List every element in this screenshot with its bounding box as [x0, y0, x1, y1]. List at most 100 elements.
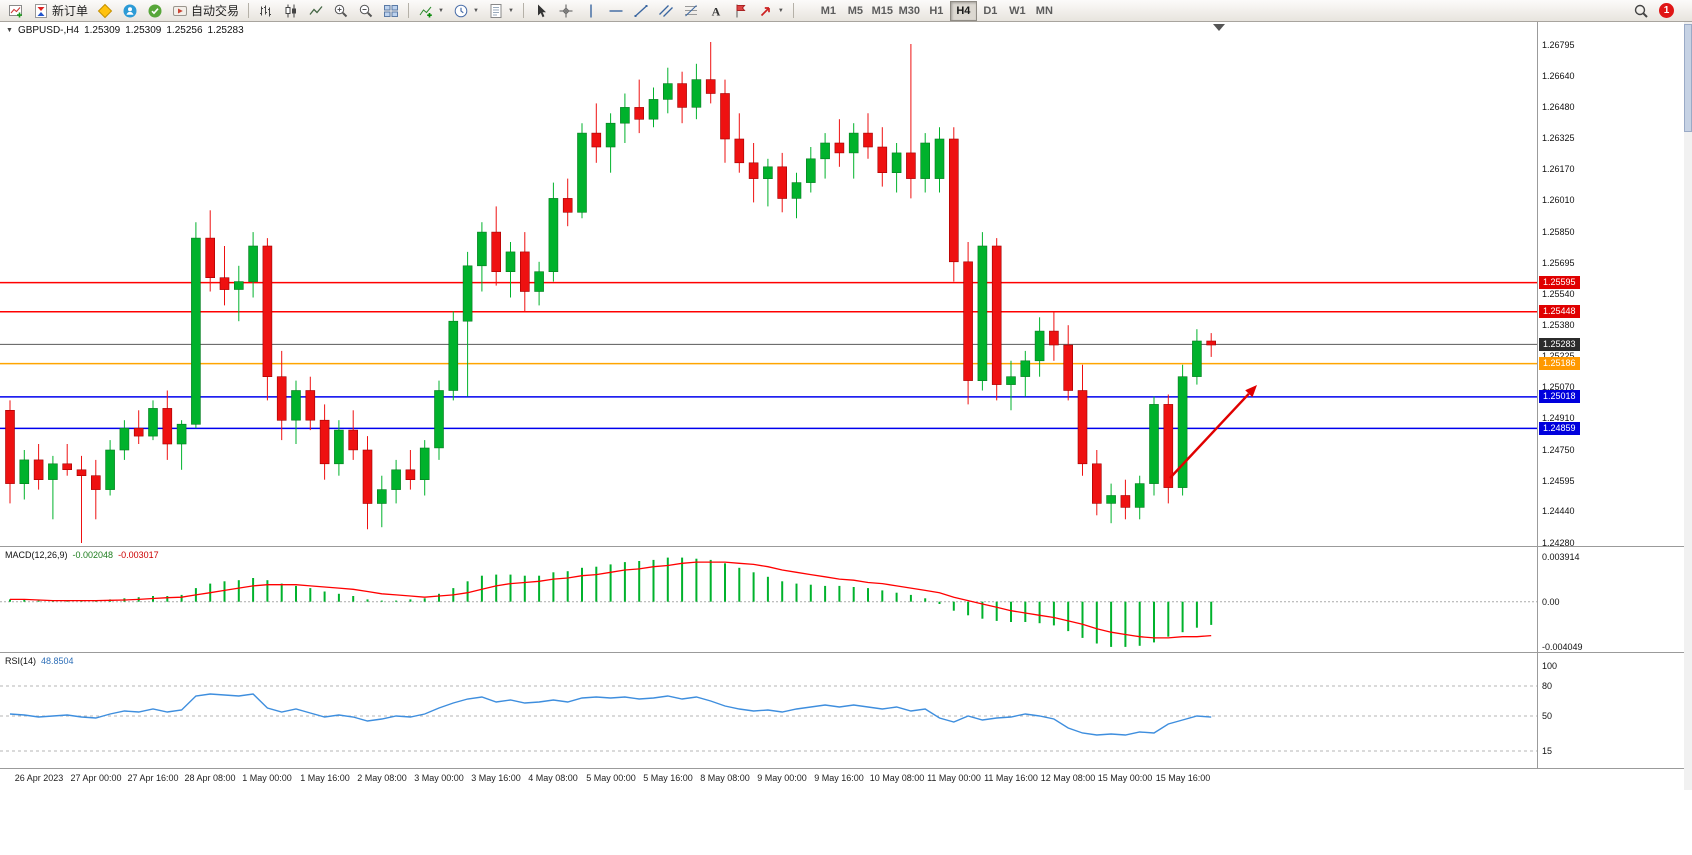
- scrollbar-track[interactable]: [1684, 22, 1692, 790]
- timeframe-button-m30[interactable]: M30: [898, 4, 921, 17]
- templates-button[interactable]: ▼: [484, 1, 518, 21]
- channel-tool-button[interactable]: [654, 1, 678, 21]
- periods-button[interactable]: ▼: [449, 1, 483, 21]
- rsi-value: 48.8504: [41, 656, 74, 666]
- zoom-out-button[interactable]: [354, 1, 378, 21]
- candle: [948, 127, 959, 282]
- timeframe-button-m15[interactable]: M15: [871, 4, 894, 17]
- trend-arrow[interactable]: [1169, 392, 1250, 479]
- candlestick-chart-button[interactable]: [279, 1, 303, 21]
- candle: [777, 152, 788, 213]
- candle: [748, 143, 759, 203]
- vertical-line-tool-button[interactable]: [579, 1, 603, 21]
- rsi-panel-canvas[interactable]: [0, 654, 1537, 768]
- scrollbar-thumb[interactable]: [1684, 24, 1692, 132]
- timeframe-button-h1[interactable]: H1: [929, 4, 944, 17]
- candle: [1006, 360, 1016, 411]
- template-icon: [488, 3, 504, 19]
- macd-panel-canvas[interactable]: [0, 548, 1537, 652]
- metaeditor-icon: [97, 3, 113, 19]
- candle: [920, 133, 931, 193]
- candle: [620, 93, 630, 143]
- candle: [1106, 483, 1116, 524]
- market-icon: [148, 4, 162, 17]
- price-axis-label: 1.26325: [1542, 133, 1575, 143]
- candle: [634, 79, 645, 134]
- price-badge-1.25186: 1.25186: [1539, 357, 1580, 370]
- panel-splitter[interactable]: [0, 546, 1692, 547]
- svg-text:A: A: [712, 4, 721, 18]
- candle: [691, 63, 702, 120]
- fibonacci-tool-button[interactable]: [679, 1, 703, 21]
- candle: [234, 265, 244, 322]
- time-axis-label: 1 May 16:00: [300, 773, 350, 783]
- candle: [219, 246, 230, 306]
- candle: [33, 444, 44, 490]
- price-axis-label: 1.26795: [1542, 40, 1575, 50]
- toolbar-separator: [522, 3, 524, 18]
- crosshair-icon: [558, 3, 574, 19]
- cursor-tool-button[interactable]: [529, 1, 553, 21]
- tile-windows-button[interactable]: [379, 1, 403, 21]
- timeframe-button-m1[interactable]: M1: [820, 4, 836, 17]
- time-axis-label: 27 Apr 00:00: [70, 773, 122, 783]
- candle: [906, 44, 916, 199]
- panel-splitter[interactable]: [0, 652, 1692, 653]
- trendline-tool-button[interactable]: [629, 1, 653, 21]
- chart-shift-marker[interactable]: [1213, 24, 1225, 31]
- new-chart-button[interactable]: [4, 1, 28, 21]
- arrows-tool-button[interactable]: ▼: [754, 1, 788, 21]
- timeframe-button-d1[interactable]: D1: [983, 4, 998, 17]
- search-icon[interactable]: [1633, 3, 1649, 19]
- notification-badge[interactable]: 1: [1659, 3, 1674, 18]
- candle: [1049, 311, 1059, 361]
- toolbar-separator: [248, 3, 250, 18]
- candle: [119, 420, 130, 460]
- ohlc-low: 1.25256: [166, 25, 203, 36]
- tile-windows-icon: [383, 3, 399, 19]
- chevron-down-icon: ▼: [438, 7, 444, 14]
- zoom-in-button[interactable]: [329, 1, 353, 21]
- current-price-badge: 1.25283: [1539, 338, 1580, 351]
- text-tool-button[interactable]: A: [704, 1, 728, 21]
- candle: [534, 261, 544, 306]
- trend-arrow-head: [1245, 385, 1257, 398]
- candle: [963, 242, 973, 405]
- market-button[interactable]: [143, 1, 167, 21]
- candle: [276, 350, 287, 441]
- timeframe-button-h4[interactable]: H4: [949, 0, 977, 21]
- timeframe-button-m5[interactable]: M5: [847, 4, 863, 17]
- new-order-button[interactable]: 新订单: [29, 1, 92, 21]
- candle: [791, 172, 802, 219]
- bar-chart-button[interactable]: [254, 1, 278, 21]
- indicators-button[interactable]: ▼: [414, 1, 448, 21]
- label-tool-button[interactable]: [729, 1, 753, 21]
- crosshair-tool-button[interactable]: [554, 1, 578, 21]
- macd-signal-value: -0.003017: [118, 550, 159, 560]
- collapse-triangle-icon[interactable]: ▼: [6, 27, 13, 34]
- price-axis-label: 1.25380: [1542, 320, 1575, 330]
- chart-area: ▼ GBPUSD-,H4 1.25309 1.25309 1.25256 1.2…: [0, 22, 1692, 855]
- candle: [662, 67, 673, 114]
- candle: [262, 238, 273, 401]
- price-chart-canvas[interactable]: [0, 22, 1537, 546]
- line-chart-button[interactable]: [304, 1, 328, 21]
- candle: [133, 410, 144, 444]
- price-axis-label: 1.26170: [1542, 164, 1575, 174]
- channel-icon: [658, 3, 674, 19]
- price-axis-label: 1.24750: [1542, 445, 1575, 455]
- price-axis-label: 1.25695: [1542, 258, 1575, 268]
- candle: [448, 311, 459, 401]
- metaeditor-button[interactable]: [93, 1, 117, 21]
- time-axis-label: 9 May 00:00: [757, 773, 807, 783]
- candle: [176, 420, 187, 470]
- horizontal-line-tool-button[interactable]: [604, 1, 628, 21]
- mql5-community-button[interactable]: [118, 1, 142, 21]
- price-badge-1.25595: 1.25595: [1539, 276, 1580, 289]
- candle: [548, 182, 559, 282]
- timeframe-button-w1[interactable]: W1: [1009, 4, 1026, 17]
- timeframe-button-mn[interactable]: MN: [1035, 4, 1053, 17]
- autotrading-button[interactable]: 自动交易: [168, 1, 243, 21]
- time-axis-label: 1 May 00:00: [242, 773, 292, 783]
